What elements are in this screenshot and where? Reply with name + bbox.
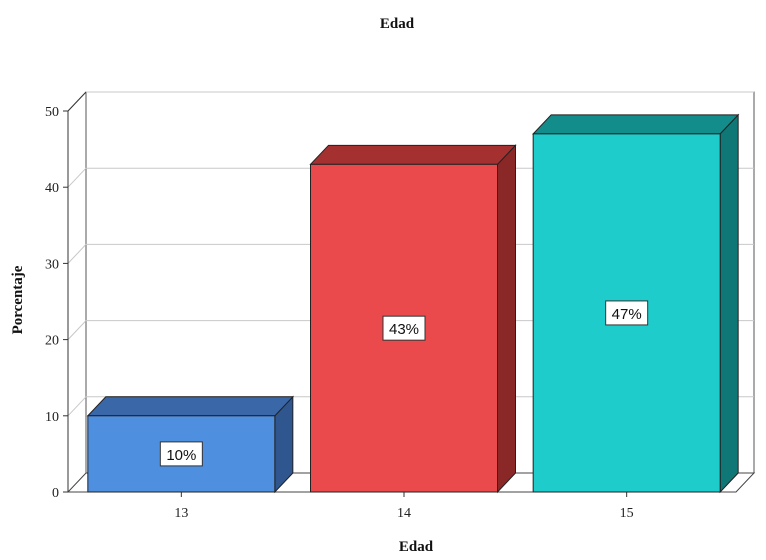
bar-top [86,396,294,417]
bar-top [309,144,517,165]
x-tick-label: 13 [174,506,188,521]
x-axis-label: Edad [399,539,434,555]
gridline-side [67,320,87,340]
y-tick-label: 0 [52,486,59,501]
bar-top [532,114,740,135]
y-axis-top-edge [67,91,87,112]
y-tick-label: 20 [45,334,59,349]
x-tick-label: 14 [397,506,411,521]
y-tick-label: 10 [45,410,59,425]
data-label: 47% [612,306,642,323]
y-tick-label: 50 [45,105,59,120]
data-label-box [605,300,649,326]
x-tick-label: 15 [620,506,634,521]
chart-title: Edad [380,16,415,32]
data-label: 43% [389,321,419,338]
gridline-side [67,167,87,188]
gridline-side [67,244,87,264]
y-tick-label: 30 [45,257,59,272]
bar-side [497,144,516,494]
y-tick-label: 40 [45,181,59,196]
bar-side [719,113,739,494]
gridline-side [67,396,87,417]
y-axis-label: Porcentaje [10,265,26,334]
data-label: 10% [166,447,196,464]
data-label-box [382,315,426,341]
data-label-box [159,441,203,467]
bars-layer: 10% 43% 47% [86,113,740,494]
